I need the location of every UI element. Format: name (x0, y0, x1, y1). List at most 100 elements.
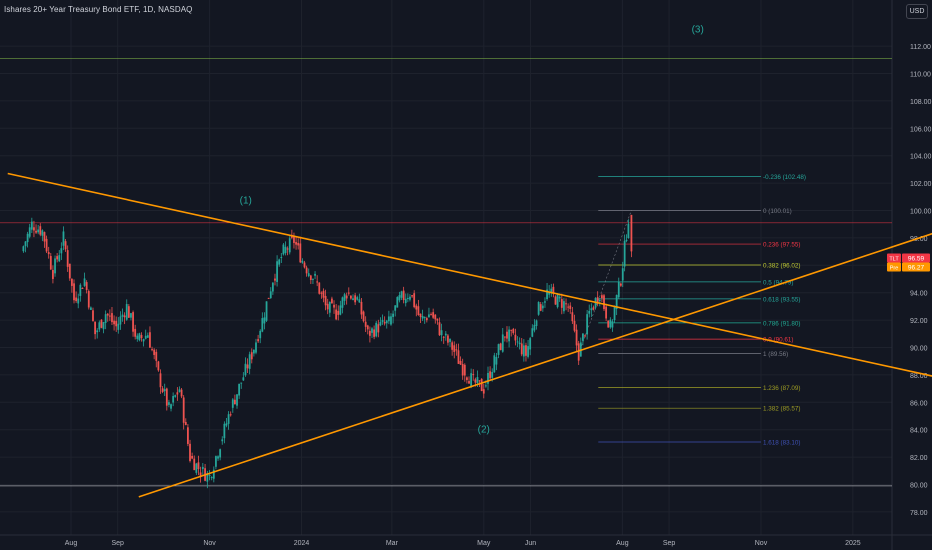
candle-body (267, 297, 270, 299)
candle-body (149, 332, 151, 348)
candle-body (176, 392, 179, 395)
candle-body (280, 257, 283, 259)
candle-body (335, 309, 338, 320)
candle-body (419, 313, 422, 317)
candle-body (309, 275, 312, 280)
candle-body (381, 319, 384, 322)
candle-body (153, 349, 156, 355)
candle-body (49, 256, 52, 270)
candle-body (331, 298, 333, 304)
candle-body (189, 443, 191, 461)
candle-body (293, 236, 295, 243)
candle-body (390, 316, 392, 325)
candle-body (24, 241, 27, 247)
candle-body (356, 297, 359, 300)
candle-body (87, 291, 90, 308)
candle-body (326, 303, 329, 310)
candle-body (455, 349, 458, 351)
candle-body (489, 371, 492, 379)
candle-body (495, 356, 498, 365)
candle-body (478, 380, 481, 382)
fib-level-label: 0.236 (97.55) (763, 242, 800, 249)
candle-body (284, 246, 287, 253)
wave-label: (2) (478, 424, 490, 435)
candle-body (52, 270, 54, 279)
fib-level-label: 0.5 (94.79) (763, 279, 793, 286)
candle-body (375, 322, 378, 337)
candle-body (41, 230, 44, 236)
candle-body (134, 328, 137, 337)
candle-body (499, 343, 502, 350)
candle-body (66, 250, 69, 267)
candle-body (240, 382, 243, 384)
trendline (7, 172, 932, 377)
candle-body (151, 349, 153, 351)
candle-body (100, 319, 103, 328)
candle-body (341, 297, 344, 308)
candle-body (607, 320, 610, 328)
price-label-ticker-bg (887, 253, 901, 263)
y-tick-label: 110.00 (910, 72, 931, 79)
candle-body (379, 322, 382, 326)
y-tick-label: 86.00 (910, 400, 928, 407)
candle-body (212, 469, 215, 479)
candle-body (286, 248, 289, 250)
candle-body (520, 343, 523, 355)
candle-body (98, 322, 101, 330)
candle-body (168, 402, 170, 405)
candle-body (350, 295, 352, 299)
candle-body (314, 273, 316, 276)
candle-body (301, 260, 304, 263)
candle-body (468, 381, 470, 384)
candle-body (252, 349, 255, 354)
candle-body (259, 330, 262, 339)
candle-body (569, 305, 572, 309)
candle-body (625, 239, 628, 241)
candle-body (558, 296, 561, 299)
candle-body (229, 414, 232, 416)
candle-body (425, 318, 428, 321)
candle-body (201, 466, 204, 470)
fib-level-label: 0.382 (96.02) (763, 263, 800, 270)
chart-title: Ishares 20+ Year Treasury Bond ETF, 1D, … (4, 5, 193, 14)
candle-body (605, 306, 608, 319)
candle-body (199, 472, 202, 476)
candle-body (362, 311, 365, 322)
candle-body (288, 238, 291, 253)
candle-body (246, 364, 249, 369)
candle-body (621, 268, 624, 281)
candle-body (142, 339, 145, 342)
candle-body (373, 329, 376, 337)
x-tick-label: Nov (203, 540, 216, 547)
candle-body (71, 278, 73, 286)
candle-body (590, 308, 593, 311)
fib-level-label: 0 (100.01) (763, 208, 792, 215)
candle-body (556, 293, 559, 308)
candle-body (546, 289, 548, 300)
candle-body (345, 295, 348, 299)
candle-body (328, 301, 331, 313)
fib-level-label: 1.618 (83.10) (763, 440, 800, 447)
candle-body (415, 305, 418, 310)
candle-body (318, 282, 321, 294)
candle-body (197, 462, 200, 470)
candle-body (588, 310, 591, 314)
currency-button[interactable]: USD (906, 4, 928, 19)
candle-body (231, 399, 234, 408)
candle-body (130, 313, 132, 318)
candle-body (206, 472, 209, 482)
candle-body (56, 256, 59, 260)
candle-body (434, 314, 437, 320)
candle-body (269, 291, 272, 299)
candle-body (127, 306, 130, 318)
candle-body (394, 305, 397, 311)
candle-body (26, 233, 29, 243)
candle-body (180, 389, 183, 397)
candle-body (263, 317, 266, 324)
price-label-value: 96.27 (908, 265, 925, 272)
candle-body (172, 396, 175, 403)
candle-body (459, 360, 462, 365)
candle-body (423, 317, 426, 319)
candle-body (138, 333, 141, 341)
